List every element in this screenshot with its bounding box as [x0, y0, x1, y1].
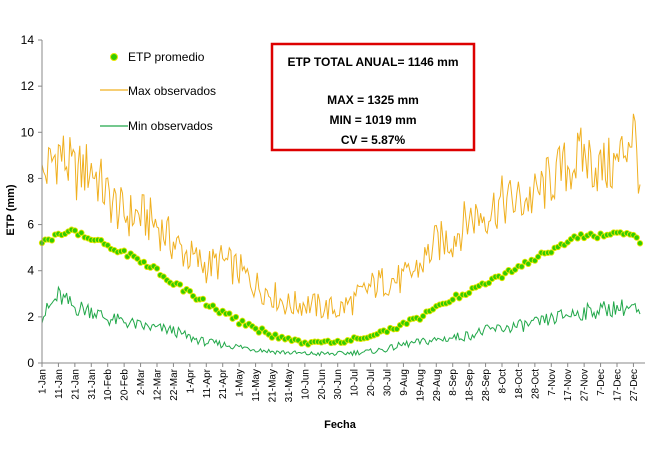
data-point [48, 237, 56, 244]
x-tick-label: 28-Oct [530, 369, 541, 399]
annotation-border [270, 42, 476, 152]
x-tick-label: 21-Jan [70, 369, 81, 400]
data-point [71, 227, 79, 234]
x-tick-label: 28-Sep [481, 369, 492, 402]
legend-label-etp-promedio: ETP promedio [128, 50, 205, 64]
data-point [97, 237, 105, 244]
data-point [153, 265, 161, 272]
data-point [209, 302, 217, 309]
x-tick-label: 10-Feb [103, 369, 114, 401]
y-tick-label: 2 [27, 310, 34, 324]
data-point [518, 263, 525, 270]
data-point [403, 320, 410, 328]
x-tick-label: 18-Sep [465, 369, 476, 402]
x-tick-label: 1-Jan [38, 369, 49, 394]
annotation-title: ETP TOTAL ANUAL= 1146 mm [287, 55, 458, 69]
data-point [393, 325, 401, 333]
y-tick-label: 12 [21, 79, 35, 93]
data-point [419, 312, 427, 320]
annotation-max: MAX = 1325 mm [327, 93, 419, 107]
legend-label-max-observados: Max observados [128, 84, 216, 98]
x-tick-label: 11-Jan [54, 369, 65, 399]
data-point [186, 287, 194, 295]
x-tick-label: 10-Jul [350, 369, 361, 396]
x-tick-label: 10-Jun [300, 369, 311, 400]
x-tick-label: 1-Apr [185, 368, 196, 393]
data-point [594, 234, 601, 242]
x-tick-label: 17-Dec [613, 369, 624, 401]
x-tick-label: 11-Apr [202, 368, 213, 398]
data-point [498, 274, 506, 282]
x-axis-title: Fecha [324, 419, 357, 431]
data-point [272, 331, 279, 338]
y-tick-label: 8 [27, 171, 34, 185]
y-axis-ticks: 0 2 4 6 8 10 12 14 [21, 33, 42, 370]
y-tick-label: 0 [27, 356, 34, 370]
y-tick-label: 4 [27, 264, 34, 278]
x-tick-label: 20-Jun [317, 369, 328, 400]
x-tick-label: 31-Jan [87, 369, 98, 400]
y-tick-label: 6 [27, 218, 34, 232]
legend: ETP promedio Max observados Min observad… [100, 50, 216, 133]
x-tick-label: 7-Dec [596, 369, 607, 396]
x-tick-label: 20-Jul [366, 369, 377, 396]
data-point [633, 234, 640, 241]
data-point [199, 295, 207, 303]
data-point [255, 329, 263, 336]
x-tick-label: 18-Oct [514, 369, 525, 399]
x-tick-label: 30-Jul [383, 369, 394, 396]
annotation-min: MIN = 1019 mm [329, 113, 416, 127]
x-tick-label: 20-Feb [120, 369, 131, 401]
data-point [465, 289, 473, 297]
series-line-min-observados [41, 285, 641, 357]
x-tick-label: 8-Sep [448, 369, 459, 396]
x-tick-label: 30-Jun [333, 369, 344, 400]
data-point [449, 296, 456, 303]
data-point [176, 281, 184, 288]
x-tick-label: 8-Oct [498, 369, 509, 394]
x-tick-label: 7-Nov [547, 369, 558, 396]
x-tick-label: 1-May [235, 369, 246, 397]
x-tick-label: 27-Dec [629, 369, 640, 401]
data-point [120, 247, 128, 254]
series-line-max-observados [41, 113, 641, 320]
x-tick-label: 21-May [268, 369, 279, 402]
x-tick-label: 12-Mar [153, 368, 164, 400]
x-tick-label: 11-May [251, 369, 262, 402]
x-tick-label: 19-Aug [415, 369, 426, 401]
x-tick-label: 2-Mar [136, 368, 147, 395]
x-tick-label: 17-Nov [563, 369, 574, 401]
data-point [239, 317, 246, 324]
data-point [134, 255, 141, 262]
y-tick-label: 14 [21, 33, 35, 47]
legend-label-min-observados: Min observados [128, 119, 213, 133]
y-axis-title: ETP (mm) [5, 184, 17, 235]
x-tick-label: 27-Nov [580, 369, 591, 401]
data-point [534, 253, 542, 260]
annotation-cv: CV = 5.87% [341, 133, 406, 147]
y-tick-label: 10 [21, 125, 35, 139]
data-point [485, 279, 493, 287]
data-point [574, 235, 581, 242]
plot-area [38, 113, 644, 357]
x-tick-label: 9-Aug [399, 369, 410, 396]
x-tick-label: 31-May [284, 369, 295, 402]
x-axis-ticks: 1-Jan 11-Jan 21-Jan 31-Jan 10-Feb 20-Feb 2-Mar… [38, 363, 640, 402]
x-tick-label: 29-Aug [432, 369, 443, 401]
series-markers-etp-promedio [38, 226, 644, 348]
data-point [383, 328, 391, 336]
data-point [226, 310, 233, 317]
data-point [525, 260, 532, 268]
legend-marker-etp-promedio [110, 53, 118, 61]
x-tick-label: 21-Apr [218, 368, 229, 399]
annotation-box: ETP TOTAL ANUAL= 1146 mm MAX = 1325 mm M… [270, 42, 476, 152]
x-tick-label: 22-Mar [169, 368, 180, 400]
data-point [252, 325, 259, 332]
data-point [140, 258, 148, 266]
data-point [78, 229, 85, 236]
data-point [636, 240, 644, 247]
data-point [232, 313, 240, 321]
data-point [548, 249, 555, 256]
